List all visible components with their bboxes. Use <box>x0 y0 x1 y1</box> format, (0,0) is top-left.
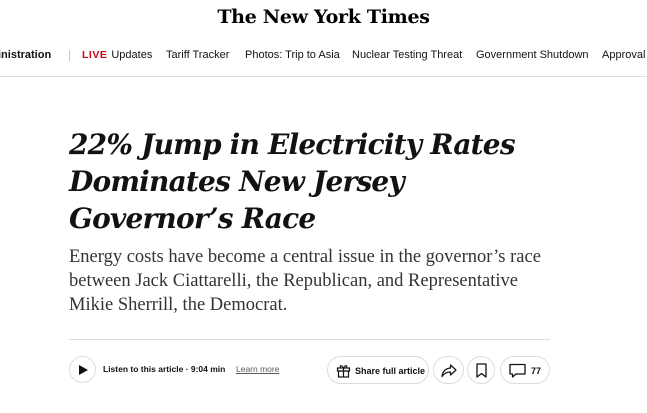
nav-item-government-shutdown[interactable]: Government Shutdown <box>476 49 589 61</box>
share-full-article-button[interactable]: Share full article <box>327 356 429 384</box>
nav-item-nuclear-testing[interactable]: Nuclear Testing Threat <box>352 49 463 61</box>
article-summary: Energy costs have become a central issue… <box>69 247 541 315</box>
live-badge: LIVE <box>82 49 108 61</box>
nav-divider <box>69 50 70 61</box>
save-bookmark-button[interactable] <box>467 356 495 384</box>
comments-button[interactable]: 77 <box>500 356 550 384</box>
play-icon <box>79 365 88 375</box>
nav-item-approval[interactable]: Approval <box>602 49 646 61</box>
divider <box>69 339 550 340</box>
share-arrow-icon <box>441 364 457 378</box>
top-navigation: inistration LIVE Updates Tariff Tracker P… <box>0 45 647 67</box>
comment-icon <box>509 363 526 378</box>
nav-item-live-updates[interactable]: LIVE Updates <box>82 48 152 62</box>
nav-item-tariff-tracker[interactable]: Tariff Tracker <box>166 49 230 61</box>
nav-item-label: Updates <box>111 49 153 61</box>
comments-count: 77 <box>531 366 542 376</box>
nav-item-photos-trip-asia[interactable]: Photos: Trip to Asia <box>245 49 340 61</box>
article-toolbar: Listen to this article · 9:04 min Learn … <box>0 355 647 385</box>
gift-icon <box>336 365 351 378</box>
share-label: Share full article <box>355 366 426 376</box>
nav-border <box>0 76 647 77</box>
play-audio-button[interactable] <box>69 356 96 383</box>
bookmark-icon <box>476 363 487 378</box>
article-headline: 22% Jump in Electricity Rates Dominates … <box>69 128 516 235</box>
nyt-logo[interactable]: The New York Times <box>217 6 430 28</box>
share-button[interactable] <box>433 356 464 384</box>
learn-more-link[interactable]: Learn more <box>236 364 280 374</box>
nav-item-administration[interactable]: inistration <box>0 49 52 61</box>
listen-label[interactable]: Listen to this article · 9:04 min <box>103 364 226 374</box>
